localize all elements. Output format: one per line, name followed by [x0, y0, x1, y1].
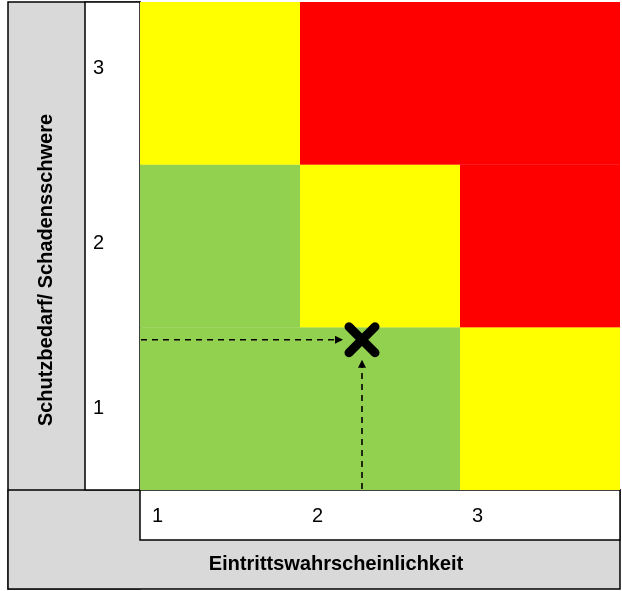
y-axis-title: Schutzbedarf/ Schadensschwere — [35, 114, 57, 426]
heatmap-cell-2-1 — [300, 327, 460, 491]
x-tick-label-3: 3 — [472, 505, 483, 527]
heatmap-cell-2-3 — [300, 2, 460, 165]
y-tick-label-2: 2 — [93, 232, 104, 254]
y-tick-labels: 1 2 3 — [93, 57, 104, 419]
heatmap-cell-1-3 — [140, 2, 300, 165]
x-tick-strip — [139, 489, 621, 541]
heatmap-cell-3-3 — [460, 2, 620, 165]
x-tick-label-2: 2 — [312, 505, 323, 527]
y-tick-label-1: 1 — [93, 397, 104, 419]
risk-marker-group — [141, 322, 380, 489]
heatmap-cell-3-2 — [460, 164, 620, 328]
y-tick-label-3: 3 — [93, 57, 104, 79]
heatmap-cells — [140, 2, 620, 491]
heatmap-cell-2-2 — [300, 164, 460, 328]
x-tick-label-1: 1 — [152, 505, 163, 527]
heatmap-cell-1-1 — [140, 327, 300, 491]
x-axis-title: Eintrittswahrscheinlichkeit — [209, 553, 464, 575]
x-tick-labels: 1 2 3 — [152, 505, 483, 527]
risk-marker-x-icon — [344, 322, 380, 358]
heatmap-cell-1-2 — [140, 164, 300, 328]
heatmap-cell-3-1 — [460, 327, 620, 491]
y-tick-strip — [84, 1, 141, 491]
